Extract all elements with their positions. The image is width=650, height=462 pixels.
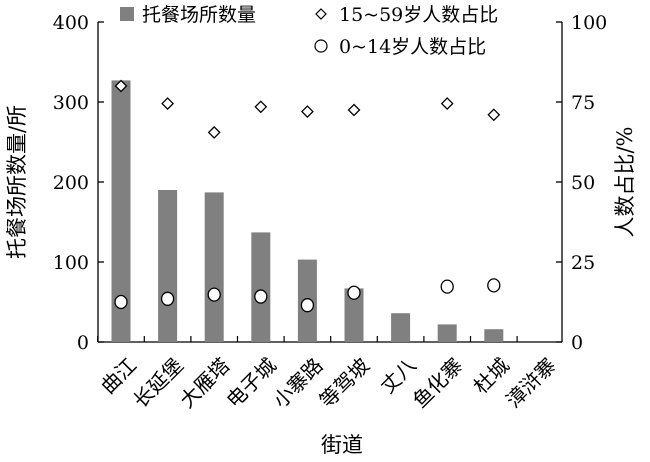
legend-label-diamond: 15~59岁人数占比 [339,4,498,26]
x-tick-label: 长延堡 [128,353,187,412]
diamond-point [161,97,175,111]
y-right-tick-label: 50 [571,172,595,194]
y-axis-left-title: 托餐场所数量/所 [5,105,29,259]
x-tick-label: 大雁塔 [175,353,234,412]
circle-point [487,278,501,293]
diamond-point [114,79,128,93]
diamond-point [347,103,361,117]
circle-point [160,291,175,306]
circle-point [114,294,128,310]
bar [204,192,224,342]
y-left-tick-label: 0 [77,332,89,354]
diamond-point [440,97,454,111]
bar [484,329,504,342]
legend-label-circle: 0~14岁人数占比 [339,36,486,58]
y-left-tick-label: 200 [53,172,89,194]
circle-point [347,285,361,300]
diamond-point [300,105,314,119]
y-left-tick-label: 400 [53,12,89,34]
x-tick-label: 电子城 [222,353,281,412]
legend-diamond-marker [315,8,327,20]
y-right-tick-label: 25 [571,252,595,274]
x-tick-label: 等驾坡 [315,353,374,412]
legend-circle-marker [314,39,328,53]
diamond-point [487,108,501,122]
bar [344,288,364,342]
x-axis-title: 街道 [321,433,363,457]
bar [158,190,178,342]
y-left-tick-label: 300 [53,92,89,114]
bar [111,80,131,343]
diamond-point [254,100,268,114]
circle-point [207,287,221,302]
bar [251,232,271,342]
legend-label-bar: 托餐场所数量 [142,4,256,26]
bar [437,324,457,342]
circle-point [300,298,315,313]
y-left-tick-label: 100 [53,252,89,274]
y-right-tick-label: 100 [571,12,607,34]
legend-bar-swatch [120,7,134,21]
circle-point [440,279,454,294]
circle-point [254,289,268,304]
x-tick-label: 鱼化寨 [408,353,467,412]
y-right-tick-label: 75 [571,92,595,114]
y-right-tick-label: 0 [571,332,583,354]
y-axis-right-title: 人数占比/% [613,126,637,237]
bar [391,313,411,342]
x-tick-label: 小寨路 [268,353,327,412]
diamond-point [207,125,221,139]
x-tick-label: 漳浒寨 [501,353,560,412]
